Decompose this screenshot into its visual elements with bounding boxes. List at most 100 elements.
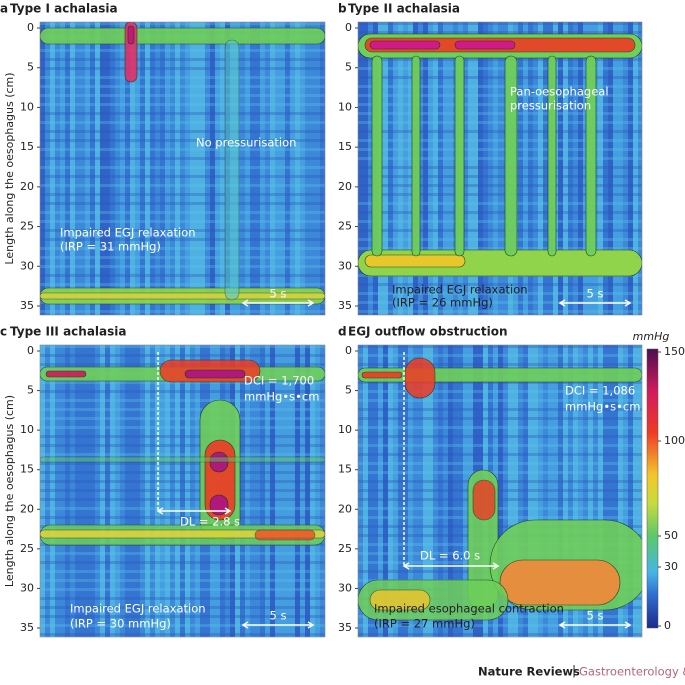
heatmap-stripe [45, 345, 50, 637]
heatmap-stripe [363, 345, 368, 637]
heatmap-band [40, 435, 325, 438]
heatmap-stripe [275, 22, 280, 315]
heatmap [358, 345, 642, 637]
heatmap-stripe [448, 22, 453, 315]
heatmap-stripe [378, 345, 383, 637]
heatmap-stripe [85, 22, 90, 315]
heatmap-stripe [195, 345, 200, 637]
heatmap-stripe [423, 345, 428, 637]
heatmap-band [358, 345, 642, 348]
annotation: DL = 2.8 s [180, 515, 240, 529]
annotation: Impaired EGJ relaxation [392, 283, 528, 297]
heatmap-band [40, 345, 325, 348]
heatmap-stripe [270, 345, 275, 637]
heatmap-band [358, 516, 642, 519]
pressure-region [254, 529, 316, 541]
heatmap-stripe [603, 345, 608, 637]
pressure-region [454, 55, 465, 257]
y-tick-label: 30 [20, 259, 34, 272]
heatmap-stripe [543, 345, 548, 637]
heatmap-band [40, 444, 325, 447]
heatmap-band [40, 489, 325, 492]
heatmap-stripe [393, 22, 398, 315]
annotation: Impaired esophageal contraction [374, 602, 564, 616]
heatmap-stripe [155, 345, 160, 637]
pressure-region [454, 40, 516, 50]
annotation: pressurisation [510, 99, 591, 113]
heatmap-band [358, 471, 642, 474]
annotation: DCI = 1,086 [565, 384, 635, 398]
heatmap-stripe [363, 22, 368, 315]
pressure-region [40, 292, 325, 300]
heatmap-band [40, 417, 325, 420]
heatmap-stripe [310, 22, 315, 315]
heatmap-stripe [623, 22, 628, 315]
heatmap-stripe [638, 345, 642, 637]
heatmap-stripe [260, 345, 265, 637]
y-tick-label: 5 [27, 61, 34, 74]
pressure-region [127, 25, 135, 45]
heatmap-stripe [60, 22, 65, 315]
heatmap-stripe [265, 345, 270, 637]
heatmap-band [40, 561, 325, 564]
heatmap-band [40, 570, 325, 573]
heatmap-stripe [80, 22, 85, 315]
heatmap-stripe [160, 22, 165, 315]
heatmap-stripe [558, 345, 563, 637]
heatmap-stripe [463, 22, 468, 315]
heatmap-stripe [463, 345, 468, 637]
panel-letter: c [0, 325, 7, 339]
heatmap-band [40, 76, 325, 79]
heatmap-stripe [488, 22, 493, 315]
heatmap-stripe [548, 345, 553, 637]
heatmap-band [40, 310, 325, 313]
scale-arrowheads [558, 299, 632, 307]
heatmap-stripe [135, 345, 140, 637]
heatmap-stripe [433, 22, 438, 315]
heatmap-band [40, 211, 325, 214]
heatmap-band [40, 552, 325, 555]
panel-letter: d [338, 325, 347, 339]
y-tick-label: 0 [27, 344, 34, 357]
heatmap-stripe [393, 345, 398, 637]
heatmap-stripe [598, 22, 603, 315]
pressure-region [504, 55, 518, 257]
heatmap-stripe [398, 345, 403, 637]
heatmap-band [358, 417, 642, 420]
heatmap-band [40, 94, 325, 97]
scale-label: 5 s [270, 287, 287, 301]
y-tick-label: 20 [20, 180, 34, 193]
heatmap-stripe [195, 22, 200, 315]
heatmap-stripe [513, 345, 518, 637]
heatmap-stripe [255, 345, 260, 637]
colorbar-tick-label: 30 [664, 560, 678, 573]
heatmap-stripe [508, 345, 513, 637]
heatmap-band [358, 175, 642, 178]
heatmap-band [40, 49, 325, 52]
heatmap-stripe [310, 345, 315, 637]
footer-subject: Gastroenterology & Hepatology [579, 665, 685, 679]
heatmap-band [358, 220, 642, 223]
heatmap-stripe [518, 345, 523, 637]
heatmap-stripe [45, 22, 50, 315]
heatmap-band [358, 202, 642, 205]
heatmap-stripe [418, 22, 423, 315]
heatmap-stripe [618, 345, 623, 637]
heatmap-band [358, 166, 642, 169]
heatmap-stripe [40, 345, 45, 637]
dl-arrowheads [402, 562, 500, 570]
heatmap-stripe [320, 22, 325, 315]
heatmap-stripe [593, 345, 598, 637]
heatmap-stripe [115, 345, 120, 637]
heatmap-stripe [285, 345, 290, 637]
y-tick-label: 25 [338, 542, 352, 555]
heatmap-stripe [110, 22, 115, 315]
y-axis-label: Length along the oesophagus (cm) [3, 395, 16, 587]
heatmap-stripe [458, 345, 463, 637]
pressure-region [371, 55, 383, 257]
annotation: (IRP = 30 mmHg) [70, 617, 171, 631]
heatmap [358, 22, 642, 315]
y-tick-label: 25 [20, 220, 34, 233]
annotation: (IRP = 31 mmHg) [60, 240, 161, 254]
